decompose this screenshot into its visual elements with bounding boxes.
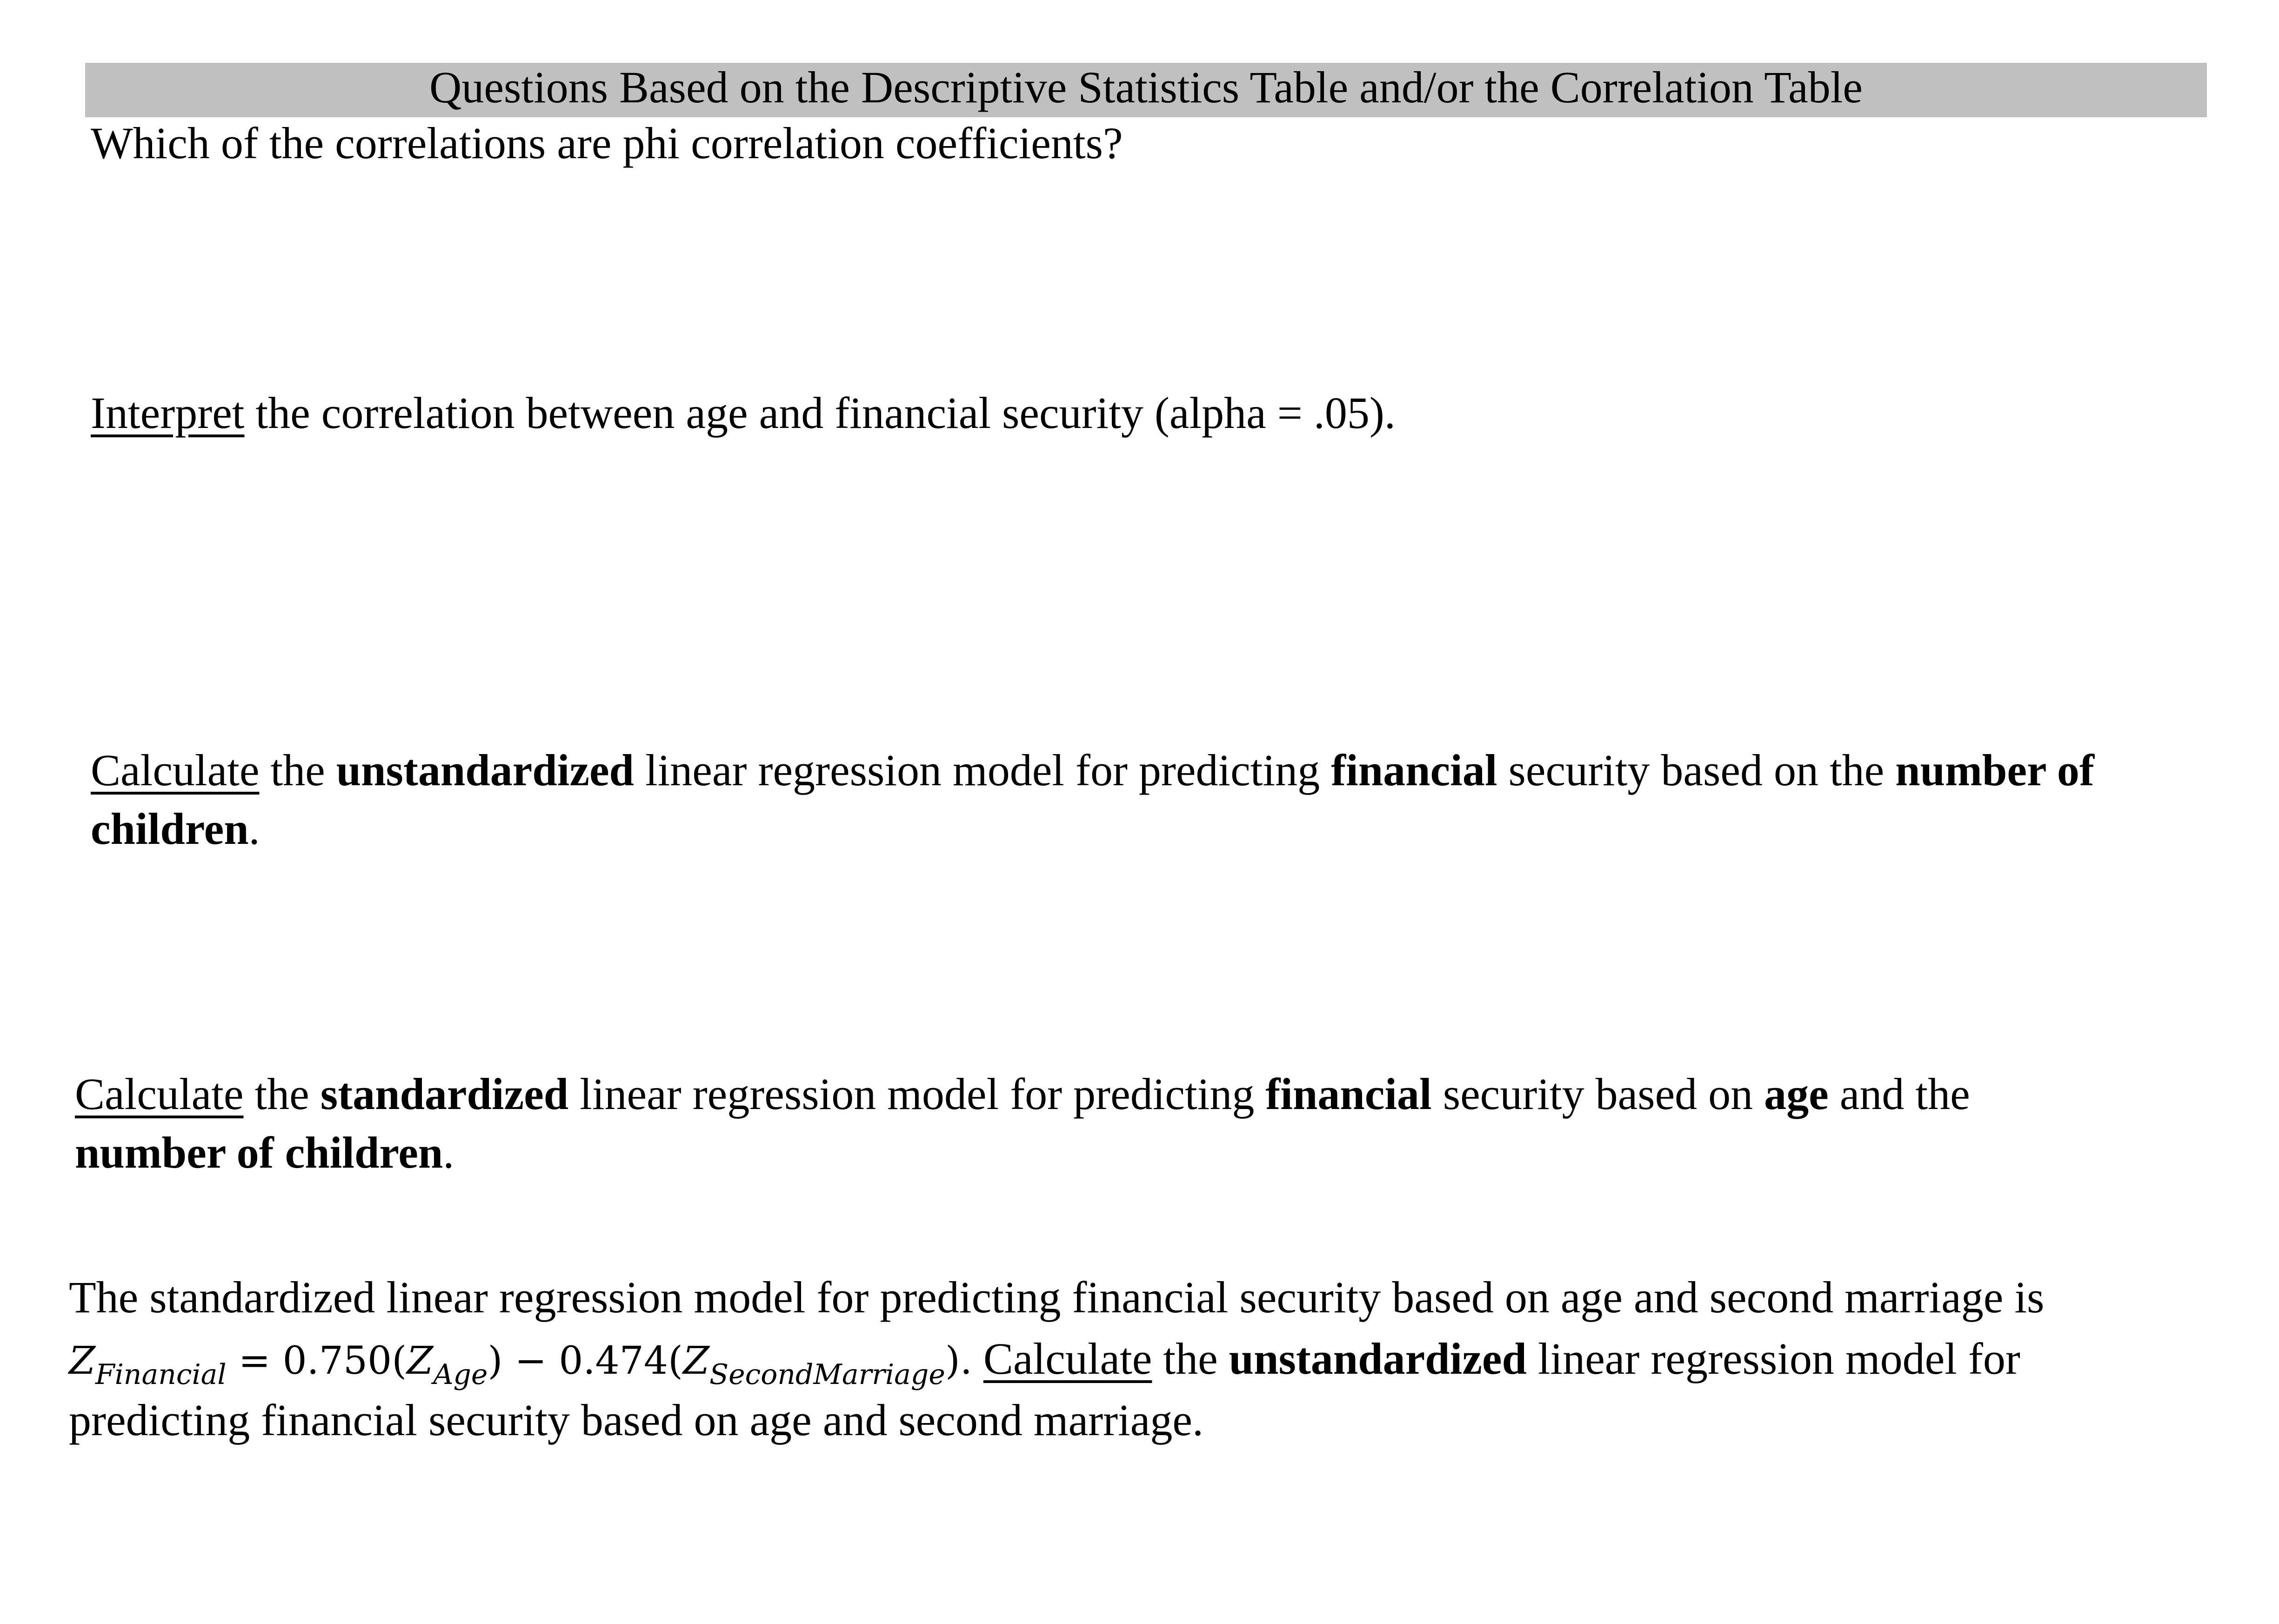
bold-term: financial — [1331, 745, 1497, 795]
bold-term: number of children — [75, 1128, 443, 1177]
question-line: Which of the correlations are phi correl… — [91, 114, 1123, 173]
equation-part: = 0.750( — [226, 1339, 407, 1383]
text-segment: predicting financial security based on a… — [69, 1395, 1203, 1445]
text-segment: the — [243, 1069, 321, 1119]
bold-term: number of — [1895, 745, 2094, 795]
text-segment: linear regression model for — [1526, 1334, 2020, 1383]
underlined-term: Interpret — [91, 388, 245, 438]
equation-part: Z — [407, 1339, 434, 1383]
text-segment: linear regression model for predicting — [568, 1069, 1266, 1119]
bold-term: unstandardized — [1229, 1334, 1527, 1383]
equation-part: Z — [683, 1339, 709, 1383]
text-segment: and the — [1828, 1069, 1970, 1119]
bold-term: age — [1764, 1069, 1829, 1119]
bold-term: financial — [1265, 1069, 1432, 1119]
text-segment: The standardized linear regression model… — [69, 1272, 2045, 1322]
text-segment: linear regression model for predicting — [634, 745, 1331, 795]
bold-term: standardized — [320, 1069, 569, 1119]
equation-part: ) − 0.474( — [488, 1339, 683, 1383]
text-segment: security based on — [1431, 1069, 1764, 1119]
bold-term: unstandardized — [336, 745, 634, 795]
text-segment — [972, 1334, 983, 1383]
text-segment: security based on the — [1497, 745, 1896, 795]
question-line: ZFinancial = 0.750(ZAge) − 0.474(ZSecond… — [69, 1328, 2044, 1391]
question-line: Calculate the standardized linear regres… — [75, 1065, 1970, 1123]
question-standardized-age-children: Calculate the standardized linear regres… — [75, 1065, 1970, 1182]
text-segment: . — [248, 804, 260, 854]
text-segment: the — [259, 745, 336, 795]
underlined-term: Calculate — [983, 1334, 1152, 1383]
header-bar — [85, 63, 2207, 117]
underlined-term: Calculate — [91, 745, 260, 795]
underlined-term: Calculate — [75, 1069, 244, 1119]
question-line: Interpret the correlation between age an… — [91, 384, 1396, 442]
question-line: number of children. — [75, 1123, 1970, 1182]
question-interpret-correlation: Interpret the correlation between age an… — [91, 384, 1396, 442]
equation-part: Financial — [95, 1358, 227, 1391]
bold-term: children — [91, 804, 249, 854]
text-segment: the — [1152, 1334, 1229, 1383]
question-unstandardized-children: Calculate the unstandardized linear regr… — [91, 741, 2094, 858]
equation-part: Age — [433, 1358, 488, 1391]
equation-part: SecondMarriage — [709, 1358, 945, 1391]
equation-part: ). — [945, 1339, 972, 1383]
question-phi: Which of the correlations are phi correl… — [91, 114, 1123, 173]
question-line: Calculate the unstandardized linear regr… — [91, 741, 2094, 800]
text-segment: Which of the correlations are phi correl… — [91, 118, 1123, 168]
section-title: Questions Based on the Descriptive Stati… — [429, 62, 1863, 112]
question-unstandardized-age-marriage: The standardized linear regression model… — [69, 1267, 2044, 1451]
question-line: predicting financial security based on a… — [69, 1390, 2044, 1451]
text-segment: the correlation between age and financia… — [244, 388, 1396, 438]
equation-part: Z — [69, 1339, 95, 1383]
question-line: The standardized linear regression model… — [69, 1267, 2044, 1328]
question-line: children. — [91, 800, 2094, 858]
text-segment: . — [443, 1128, 454, 1177]
